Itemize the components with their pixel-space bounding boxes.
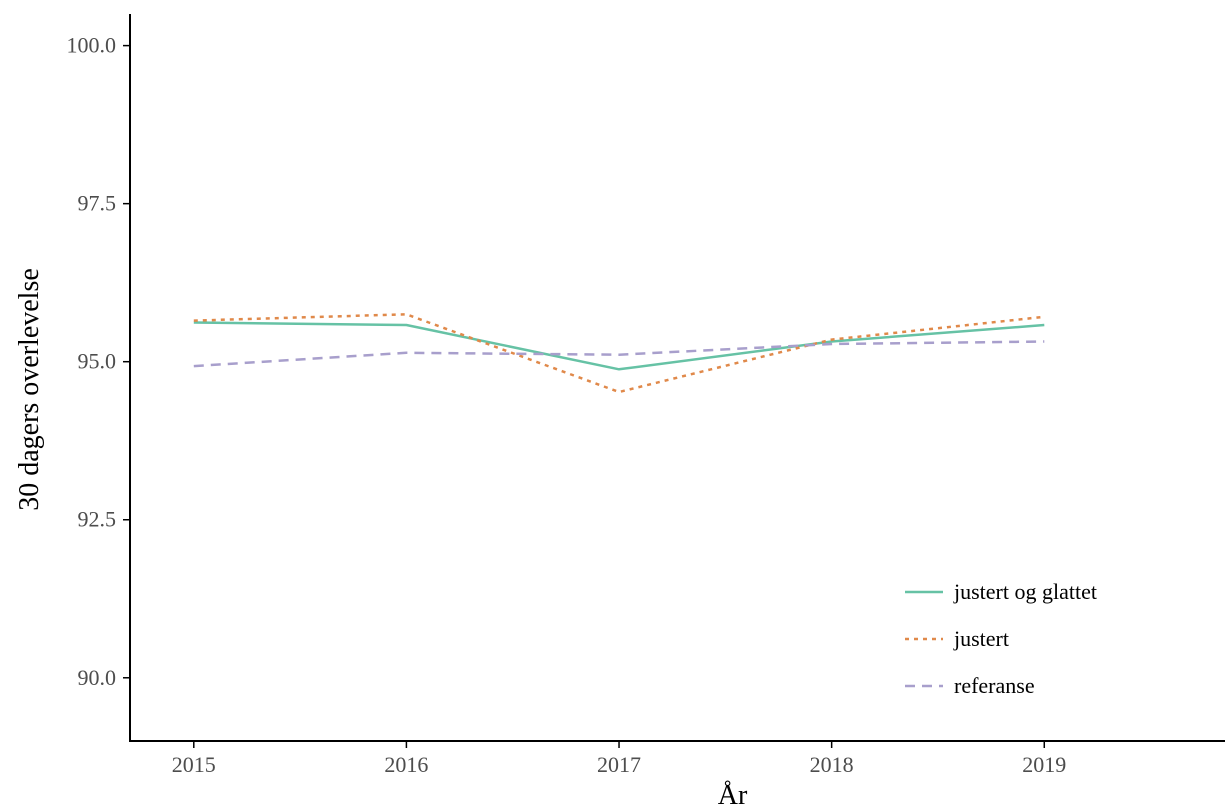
x-tick-label: 2017	[597, 752, 641, 777]
axes: 90.0 92.5 95.0 97.5 100.0 2015 2016 2017 2018 201…	[67, 14, 1225, 777]
plot-area	[193, 313, 1045, 394]
y-tick-label: 100.0	[67, 33, 117, 58]
y-tick-label: 90.0	[78, 665, 117, 690]
series-line-1	[193, 321, 1045, 371]
x-tick-label: 2015	[172, 752, 216, 777]
legend-label-1: justert og glattet	[953, 579, 1097, 604]
y-tick-label: 95.0	[78, 349, 117, 374]
legend-label-3: referanse	[954, 673, 1035, 698]
y-tick-label: 92.5	[78, 507, 117, 532]
legend-label-2: justert	[953, 626, 1009, 651]
x-tick-label: 2019	[1022, 752, 1066, 777]
series-line-2	[193, 313, 1045, 394]
y-tick-label: 97.5	[78, 191, 117, 216]
series-line-3	[193, 340, 1045, 368]
y-axis-title: 30 dagers overlevelse	[14, 268, 45, 511]
x-axis-title: År	[718, 780, 748, 809]
x-tick-label: 2016	[384, 752, 428, 777]
legend: justert og glattet justert referanse	[905, 579, 1097, 698]
x-tick-label: 2018	[810, 752, 854, 777]
